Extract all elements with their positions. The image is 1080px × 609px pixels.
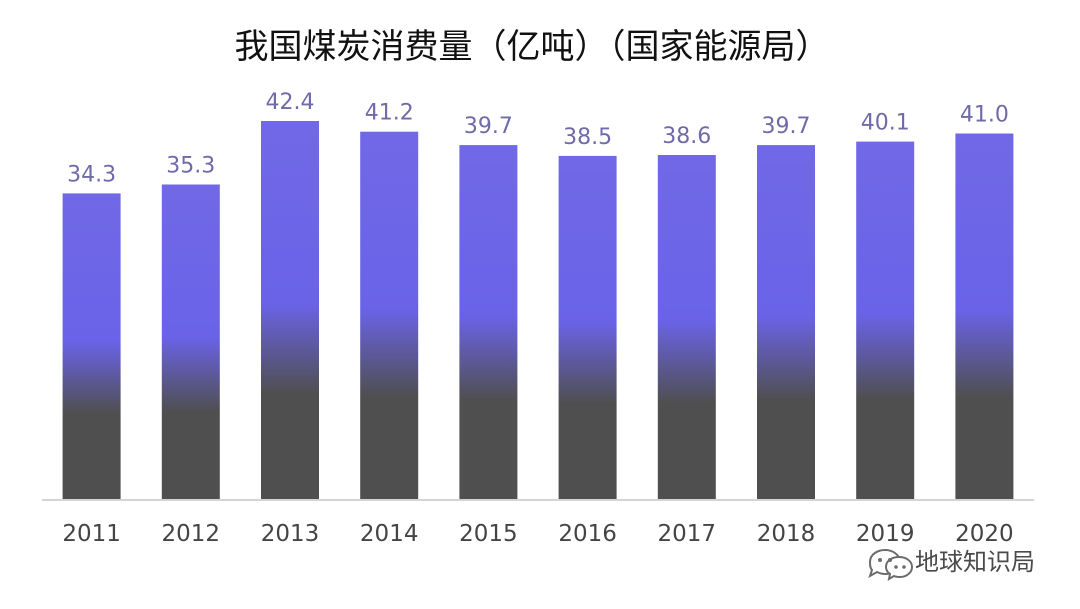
bar-2013: [261, 121, 319, 500]
tick-label-2011: 2011: [62, 521, 121, 547]
tick-label-2017: 2017: [658, 521, 717, 547]
value-label-2012: 35.3: [166, 154, 215, 179]
bars: [62, 121, 1014, 500]
bar-2015: [459, 145, 518, 500]
value-label-2018: 39.7: [762, 114, 811, 139]
bar-2014: [360, 131, 419, 500]
bar-2020: [955, 133, 1014, 500]
tick-label-2013: 2013: [261, 521, 320, 547]
value-label-2019: 40.1: [861, 111, 910, 136]
bar-2011: [62, 193, 121, 500]
bar-2016: [558, 155, 617, 500]
tick-label-2018: 2018: [757, 521, 816, 547]
tick-label-2019: 2019: [856, 521, 915, 547]
wechat-icon: [868, 548, 914, 582]
tick-label-2016: 2016: [558, 521, 617, 547]
value-labels: 34.3 35.3 42.4 41.2 39.7 38.5 38.6 39.7 40.1 41.0: [67, 90, 1009, 187]
value-label-2015: 39.7: [464, 114, 513, 139]
bar-2017: [657, 155, 716, 500]
bar-2018: [757, 145, 815, 500]
bar-2019: [856, 141, 915, 500]
tick-label-2014: 2014: [360, 521, 419, 547]
value-label-2016: 38.5: [563, 125, 612, 150]
value-label-2020: 41.0: [960, 103, 1009, 128]
value-label-2011: 34.3: [67, 162, 116, 187]
value-label-2014: 41.2: [365, 101, 414, 126]
tick-label-2015: 2015: [459, 521, 518, 547]
tick-label-2020: 2020: [955, 521, 1014, 547]
chart-title: 我国煤炭消费量（亿吨）（国家能源局）: [235, 27, 830, 67]
value-label-2013: 42.4: [266, 90, 315, 115]
watermark: 地球知识局: [868, 548, 1035, 582]
bar-2012: [161, 184, 220, 500]
watermark-text: 地球知识局: [915, 548, 1035, 576]
tick-label-2012: 2012: [162, 521, 221, 547]
value-label-2017: 38.6: [662, 124, 711, 149]
x-axis-tick-labels: 2011 2012 2013 2014 2015 2016 2017 2018 2019 2020: [62, 521, 1013, 547]
